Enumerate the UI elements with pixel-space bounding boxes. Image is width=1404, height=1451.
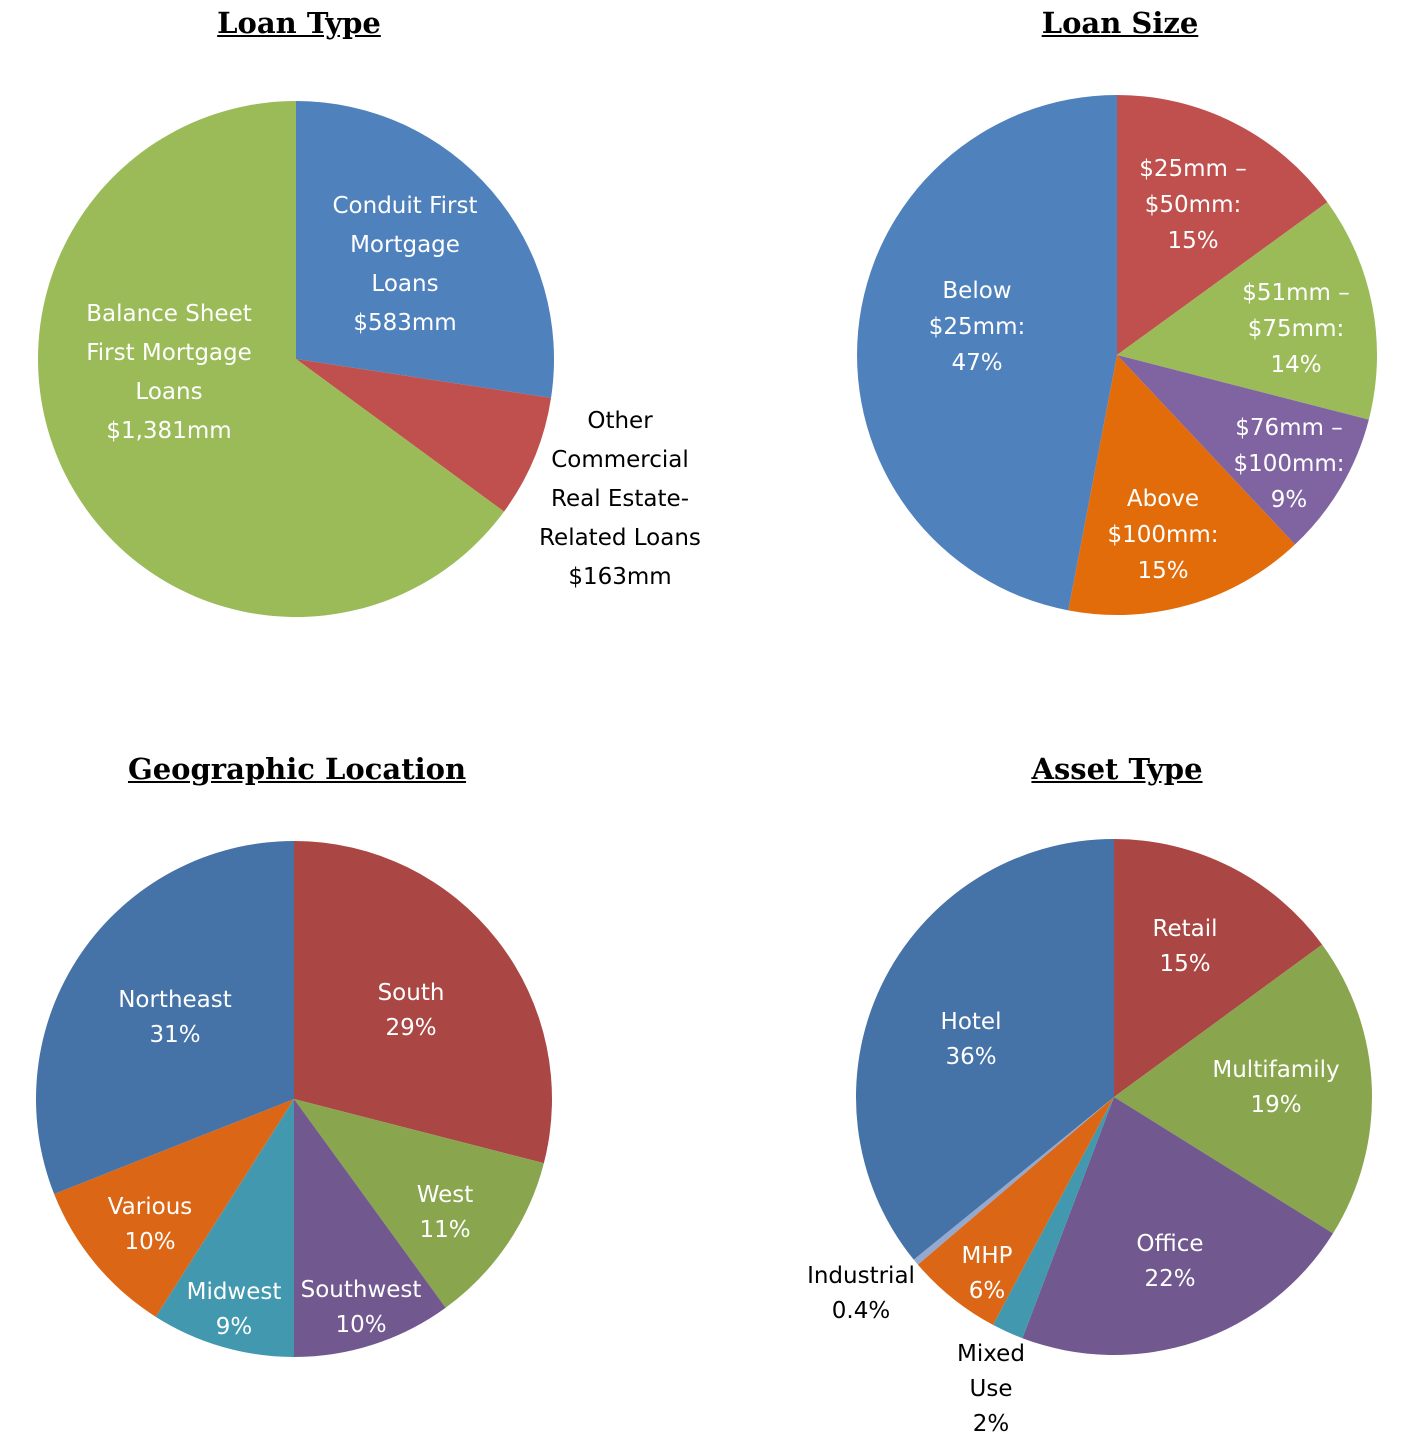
pie-slice-northeast bbox=[36, 841, 295, 1194]
data-label-retail: Retail 15% bbox=[1153, 916, 1218, 977]
pie-slice-south bbox=[294, 841, 552, 1164]
pie-slice-below-25mm bbox=[857, 95, 1117, 611]
data-label-southwest: Southwest 10% bbox=[301, 1277, 422, 1338]
data-label-below-25mm: Below $25mm: 47% bbox=[929, 278, 1025, 376]
chart-title-loan-type: Loan Type bbox=[217, 6, 381, 40]
chart-title-geographic-location: Geographic Location bbox=[127, 752, 467, 786]
data-label-above-100mm: Above $100mm: 15% bbox=[1107, 486, 1218, 584]
data-label-midwest: Midwest 9% bbox=[187, 1279, 282, 1340]
pie-slice-conduit-first-mortgage-loans bbox=[296, 101, 555, 398]
pie-slice-mhp bbox=[917, 1097, 1114, 1325]
data-label-76mm-100mm: $76mm – $100mm: 9% bbox=[1233, 415, 1344, 513]
data-label-balance-sheet-first-mortgage-loans: Balance Sheet First Mortgage Loans $1,381mm bbox=[86, 301, 252, 444]
data-label-industrial: Industrial 0.4% bbox=[807, 1263, 915, 1324]
pie-slice-76mm-100mm bbox=[1117, 355, 1369, 545]
data-label-other-commercial-real-estate-related-loans: Other Commercial Real Estate-Related Loans… bbox=[539, 408, 701, 590]
pie-slice-multifamily bbox=[1114, 944, 1373, 1234]
data-label-office: Office 22% bbox=[1136, 1231, 1203, 1292]
pie-slice-retail bbox=[1114, 839, 1323, 1097]
chart-title-loan-size: Loan Size bbox=[1041, 6, 1199, 40]
data-label-northeast: Northeast 31% bbox=[118, 987, 232, 1048]
pie-slice-hotel bbox=[855, 838, 1114, 1260]
data-label-25mm-50mm: $25mm – $50mm: 15% bbox=[1139, 156, 1247, 254]
data-label-various: Various 10% bbox=[108, 1194, 193, 1255]
data-label-hotel: Hotel 36% bbox=[941, 1009, 1002, 1070]
pie-slice-office bbox=[1022, 1097, 1334, 1355]
data-label-multifamily: Multifamily 19% bbox=[1212, 1057, 1339, 1118]
data-label-south: South 29% bbox=[378, 980, 445, 1041]
pie-slice-west bbox=[294, 1099, 544, 1308]
pie-slice-various bbox=[54, 1099, 295, 1317]
data-label-conduit-first-mortgage-loans: Conduit First Mortgage Loans $583mm bbox=[332, 193, 477, 336]
pie-slice-above-100mm bbox=[1068, 355, 1295, 615]
pie-slice-mixed-use bbox=[993, 1097, 1114, 1339]
pie-slice-25mm-50mm bbox=[1117, 95, 1328, 355]
pie-slice-midwest bbox=[155, 1099, 294, 1357]
pie-slice-balance-sheet-first-mortgage-loans bbox=[37, 101, 505, 618]
data-label-51mm-75mm: $51mm – $75mm: 14% bbox=[1242, 280, 1350, 378]
data-label-mixed-use: Mixed Use 2% bbox=[957, 1341, 1025, 1437]
pie-slice-industrial bbox=[913, 1097, 1114, 1265]
data-label-mhp: MHP 6% bbox=[961, 1243, 1012, 1304]
pie-slice-other-commercial-real-estate-related-loans bbox=[296, 359, 552, 512]
chart-title-asset-type: Asset Type bbox=[1031, 752, 1203, 786]
pie-slice-51mm-75mm bbox=[1117, 202, 1377, 420]
data-label-west: West 11% bbox=[417, 1182, 474, 1243]
pie-slice-southwest bbox=[294, 1099, 446, 1357]
